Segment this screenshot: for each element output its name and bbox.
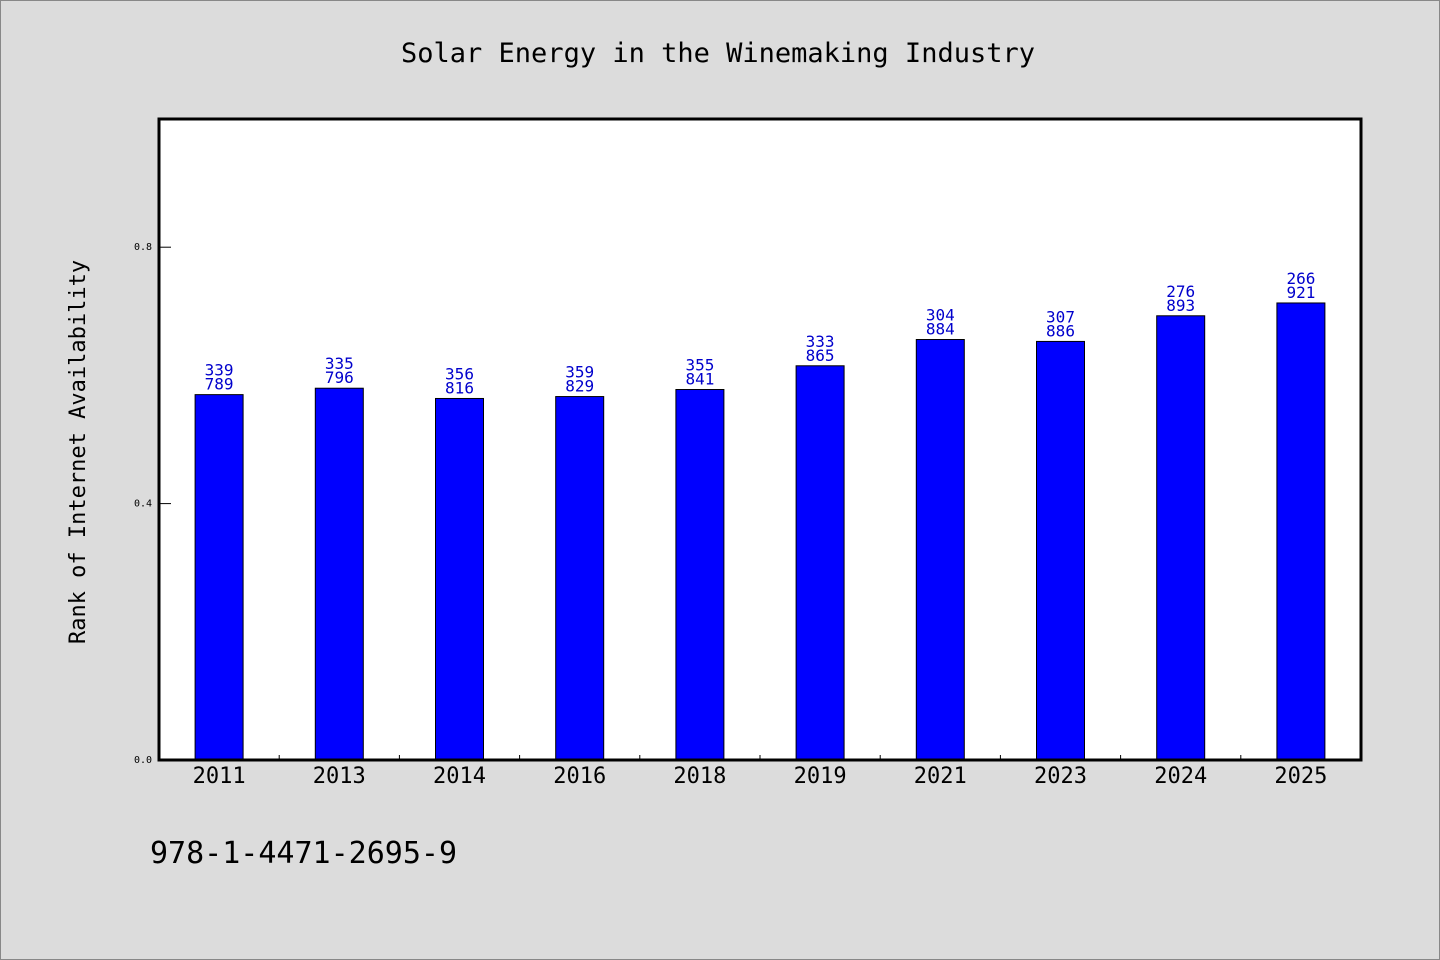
x-tick-label-2016: 2016 [553, 764, 606, 789]
x-tick-label-2014: 2014 [433, 764, 486, 789]
x-ticks-group: 2011 2013 2014 2016 2018 2019 2021 2023 2024 2025 [193, 755, 1327, 789]
bar-label-top-2014: 356 [445, 364, 474, 383]
bar-label-bottom-2018: 841 [685, 370, 714, 389]
bar-2019 [795, 365, 845, 761]
bar-2016 [555, 396, 605, 761]
bar-label-bottom-2011: 789 [205, 375, 234, 394]
y-tick-label: 0.8 [134, 242, 152, 253]
bar-2014 [435, 397, 484, 761]
bar-label-bottom-2025: 921 [1286, 283, 1315, 302]
y-axis-label: Rank of Internet Availability [66, 260, 91, 644]
bar-label-top-2025: 266 [1286, 269, 1315, 288]
footer-code: 978-1-4471-2695-9 [150, 836, 457, 871]
bar-label-top-2013: 335 [325, 354, 354, 373]
y-tick-label: 0.0 [134, 755, 152, 766]
bar-label-top-2016: 359 [565, 363, 594, 382]
plot-frame [157, 117, 1363, 762]
bar-label-bottom-2014: 816 [445, 378, 474, 397]
bar-label-bottom-2016: 829 [565, 377, 594, 396]
bar-label-top-2023: 307 [1046, 307, 1075, 326]
bar-label-bottom-2013: 796 [325, 368, 354, 387]
bar-2013 [314, 387, 364, 761]
x-tick-label-2011: 2011 [193, 764, 246, 789]
bar-label-top-2011: 339 [205, 361, 234, 380]
bar-label-top-2018: 355 [685, 356, 714, 375]
bar-2021 [915, 339, 965, 761]
bar-label-bottom-2024: 893 [1166, 296, 1195, 315]
bar-label-top-2021: 304 [926, 306, 955, 325]
x-tick-label-2013: 2013 [313, 764, 366, 789]
x-tick-label-2018: 2018 [673, 764, 726, 789]
bar-label-bottom-2019: 865 [806, 346, 835, 365]
x-tick-label-2024: 2024 [1154, 764, 1207, 789]
bar-label-top-2019: 333 [806, 332, 835, 351]
bar-2011 [194, 394, 244, 761]
bar-2023 [1036, 340, 1085, 761]
bar-label-bottom-2023: 886 [1046, 321, 1075, 340]
x-tick-label-2023: 2023 [1034, 764, 1087, 789]
x-tick-label-2019: 2019 [794, 764, 847, 789]
x-tick-label-2021: 2021 [914, 764, 967, 789]
bar-2024 [1156, 315, 1206, 761]
bar-2025 [1276, 302, 1326, 761]
y-tick-label: 0.4 [134, 499, 152, 510]
x-tick-label-2025: 2025 [1274, 764, 1327, 789]
bar-label-bottom-2021: 884 [926, 320, 955, 339]
bar-label-top-2024: 276 [1166, 282, 1195, 301]
bar-2018 [675, 389, 725, 761]
chart-title: Solar Energy in the Winemaking Industry [401, 38, 1035, 69]
